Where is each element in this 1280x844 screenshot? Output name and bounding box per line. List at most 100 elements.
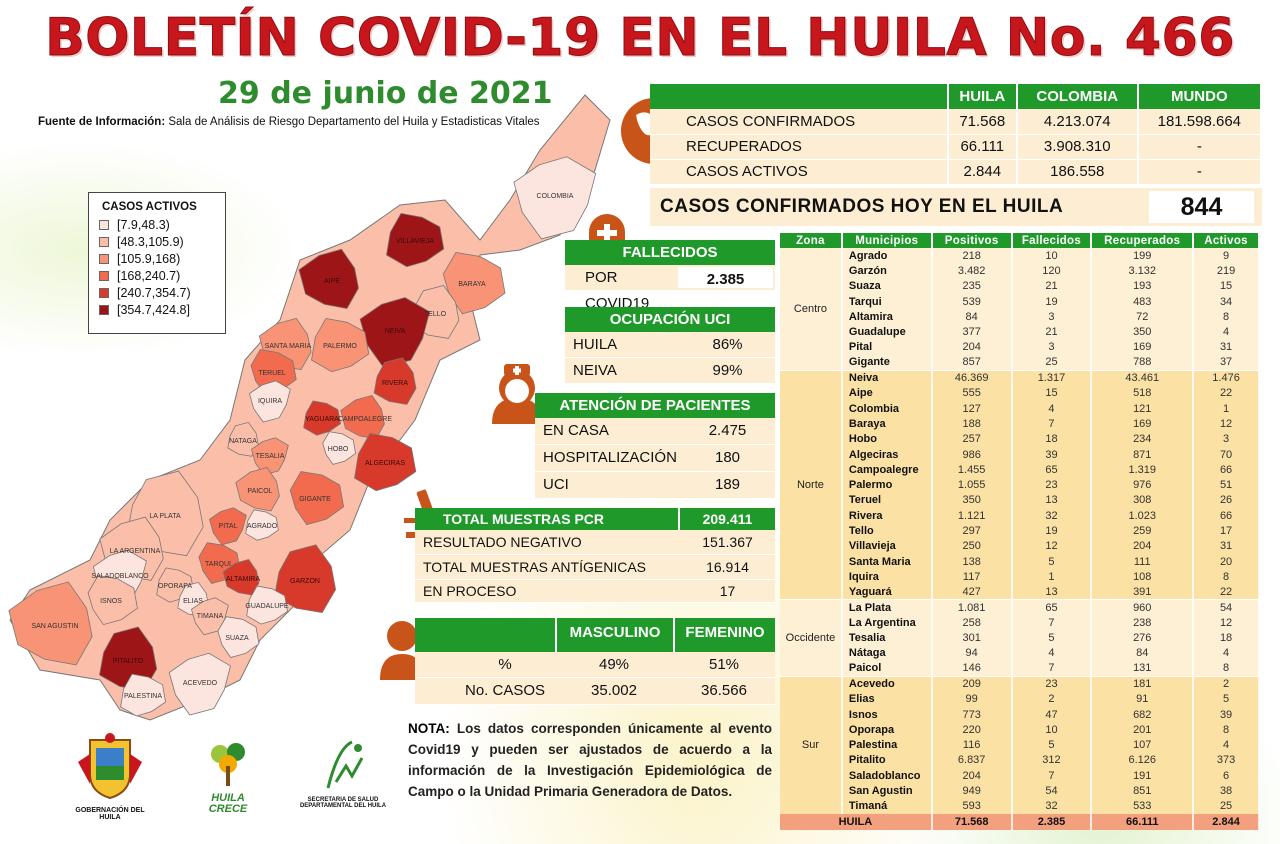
total-value: 2.385 — [1011, 813, 1093, 830]
header-masculino: MASCULINO — [555, 618, 673, 652]
municipio-label: RIVERA — [382, 380, 408, 387]
tree-icon — [211, 743, 245, 786]
value-cell: 23 — [1011, 477, 1093, 493]
value-cell: 4 — [1193, 737, 1260, 753]
municipio-shape — [386, 212, 445, 268]
municipio-shape — [246, 585, 288, 625]
table-row: Norte Neiva 46.369 1.317 43.461 1.476 — [780, 369, 1260, 600]
value-cell: 976 — [1091, 477, 1195, 493]
table-row: Altamira 84 3 72 8 — [780, 309, 1260, 325]
value-cell: 199 — [1091, 248, 1195, 264]
value-cell: 18 — [1193, 630, 1260, 646]
value-cell: 851 — [1091, 783, 1195, 799]
source-line: Fuente de Información: Sala de Análisis … — [38, 116, 540, 128]
municipio-shape — [168, 652, 231, 716]
municipio-cell: Tello — [841, 523, 933, 539]
municipio-shape — [227, 421, 259, 457]
header-femenino: FEMENINO — [673, 618, 775, 652]
value-cell: 4 — [1193, 324, 1260, 340]
municipio-label: HOBO — [328, 446, 349, 453]
municipio-cell: Baraya — [841, 416, 933, 432]
value: 2.475 — [708, 422, 747, 439]
value-cell: 4 — [1193, 645, 1260, 662]
legend-item: [168,240.7) — [99, 267, 225, 284]
value-cell: 10 — [1011, 722, 1093, 738]
value: 86% — [712, 336, 743, 353]
municipio-label: IQUIRA — [258, 398, 282, 405]
value: 35.002 — [591, 682, 637, 699]
municipio-cell: Santa Maria — [841, 553, 933, 570]
value-cell: 3.482 — [931, 263, 1013, 279]
huila-map: COLOMBIA VILLAVIEJA AIPE BARAYA TELLO NEIVA PA… — [8, 94, 611, 721]
table-row: Iquira 117 1 108 8 — [780, 569, 1260, 585]
value-cell: 66 — [1193, 462, 1260, 478]
value-cell: 107 — [1091, 737, 1195, 753]
municipio-cell: Elias — [841, 691, 933, 707]
municipio-cell: Neiva — [841, 369, 933, 386]
header-blank — [650, 84, 949, 109]
value-cell: 533 — [1091, 798, 1195, 814]
value-cell: 22 — [1193, 584, 1260, 600]
value-cell: 871 — [1091, 446, 1195, 463]
atencion-box: ATENCIÓN DE PACIENTES EN CASA 2.475 HOSPI… — [535, 393, 775, 499]
zone-cell: Centro — [780, 248, 843, 371]
column-header: Zona — [780, 233, 843, 248]
value-cell: 21 — [1011, 278, 1093, 294]
summary-row: CASOS CONFIRMADOS 71.568 4.213.074 181.598.… — [650, 109, 1263, 135]
value-cell: 188 — [931, 416, 1013, 432]
municipio-label: CAMPOALEGRE — [338, 416, 392, 423]
value-cell: 17 — [1193, 523, 1260, 539]
secretaria-logo: SECRETARIA DE SALUD DEPARTAMENTAL DEL HU… — [288, 738, 398, 809]
table-row: Colombia 127 4 121 1 — [780, 400, 1260, 417]
value-cell: 169 — [1091, 416, 1195, 432]
value-cell: 5 — [1193, 691, 1260, 707]
value-cell: 234 — [1091, 431, 1195, 447]
summary-table: HUILA COLOMBIA MUNDO CASOS CONFIRMADOS 71.5… — [650, 84, 1263, 185]
row-label: CASOS CONFIRMADOS — [650, 109, 949, 135]
column-header: Activos — [1193, 233, 1260, 248]
value-cell: 25 — [1011, 355, 1093, 371]
municipio-cell: Saladoblanco — [841, 768, 933, 784]
legend-label: [48.3,105.9) — [117, 234, 184, 249]
note: NOTA: Los datos corresponden únicamente … — [408, 718, 772, 802]
value-cell: 201 — [1091, 722, 1195, 738]
municipio-label: ACEVEDO — [183, 680, 218, 687]
municipio-label: COLOMBIA — [537, 193, 574, 200]
municipio-shape — [303, 400, 341, 436]
table-row: Rivera 1.121 32 1.023 66 — [780, 508, 1260, 524]
pcr-total: 209.411 — [678, 508, 775, 530]
value-cell: 38 — [1193, 783, 1260, 799]
value-cell: 121 — [1091, 400, 1195, 417]
municipio-cell: Palestina — [841, 737, 933, 753]
municipio-cell: Gigante — [841, 355, 933, 371]
value: 66.111 — [947, 134, 1018, 160]
value-cell: 99 — [931, 691, 1013, 707]
value-cell: 32 — [1011, 798, 1093, 814]
value-cell: 986 — [931, 446, 1013, 463]
bulletin-title: BOLETÍN COVID-19 EN EL HUILA No. 466 — [45, 8, 1235, 69]
table-row: Tesalia 301 5 276 18 — [780, 630, 1260, 646]
table-row: San Agustin 949 54 851 38 — [780, 783, 1260, 799]
value-cell: 25 — [1193, 798, 1260, 814]
value: 3.908.310 — [1016, 134, 1139, 160]
municipio-label: VILLAVIEJA — [396, 238, 434, 245]
municipio-cell: Garzón — [841, 263, 933, 279]
value-cell: 131 — [1091, 661, 1195, 677]
municipio-shape — [87, 575, 138, 626]
value-cell: 6 — [1193, 768, 1260, 784]
value-cell: 218 — [931, 248, 1013, 264]
value-cell: 117 — [931, 569, 1013, 585]
value-cell: 204 — [931, 768, 1013, 784]
municipio-cell: La Argentina — [841, 615, 933, 631]
value-cell: 34 — [1193, 293, 1260, 310]
value-cell: 15 — [1193, 278, 1260, 294]
value-cell: 377 — [931, 324, 1013, 340]
value-cell: 3 — [1011, 309, 1093, 325]
value-cell: 31 — [1193, 339, 1260, 356]
row-label: RECUPERADOS — [650, 134, 949, 160]
row-label: CASOS ACTIVOS — [650, 159, 949, 185]
value-cell: 297 — [931, 523, 1013, 539]
municipio-label: SALADOBLANCO — [91, 573, 149, 580]
row-label: TOTAL MUESTRAS ANTÍGENICAS — [423, 559, 647, 575]
value-cell: 220 — [931, 722, 1013, 738]
